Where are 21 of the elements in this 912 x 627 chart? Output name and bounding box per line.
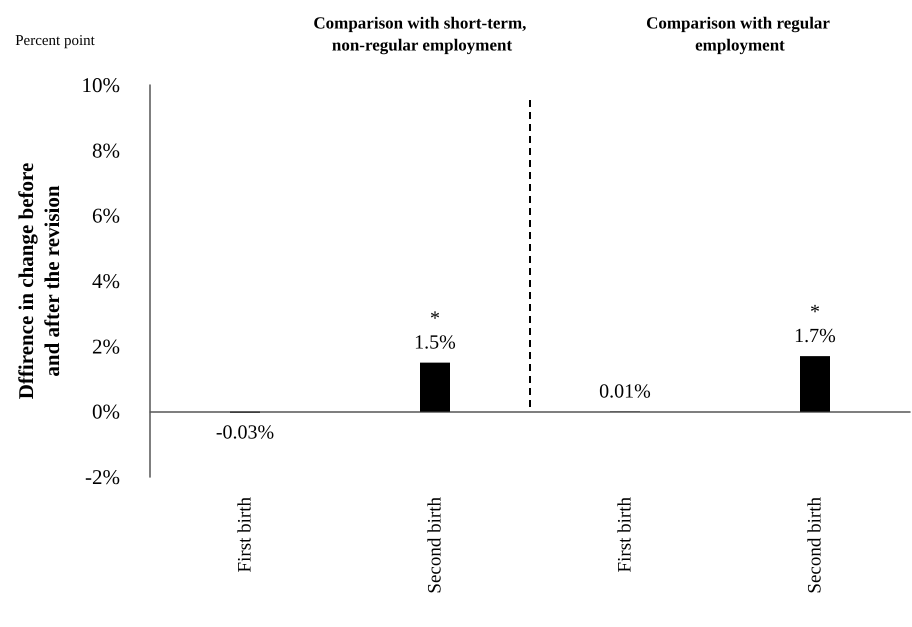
text: Comparison with short-term, non-regular employment — [313, 14, 531, 54]
y-tick-label: 10% — [82, 73, 120, 97]
data-label: * 1.7% — [794, 301, 836, 348]
text: Comparison with regular employment — [646, 14, 834, 54]
bar — [800, 356, 830, 412]
y-tick-label: 2% — [92, 334, 120, 358]
y-tick-label: 4% — [92, 269, 120, 293]
data-label: 0.01% — [599, 380, 651, 402]
y-tick-label: -2% — [85, 465, 120, 489]
y-axis-title: Dffirence in change before and after the revision — [14, 162, 64, 400]
y-tick-label: 8% — [92, 138, 120, 162]
text: Percent point — [15, 33, 96, 49]
bar — [420, 362, 450, 412]
y-tick-label: 0% — [92, 400, 120, 424]
x-tick-label: Second birth — [804, 496, 826, 594]
x-tick-label: First birth — [614, 496, 636, 572]
x-tick-label: First birth — [234, 496, 256, 572]
x-tick-label: Second birth — [424, 496, 446, 594]
y-tick-label: 6% — [92, 204, 120, 228]
data-label: * 1.5% — [414, 308, 456, 354]
data-label: -0.03% — [216, 422, 274, 444]
